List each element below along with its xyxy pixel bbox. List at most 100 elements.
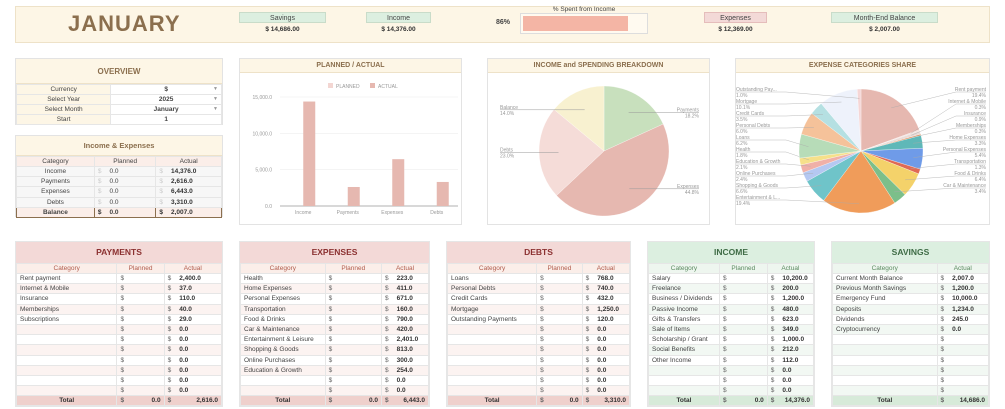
actual-cell[interactable]: $245.0 <box>936 313 990 325</box>
category-cell[interactable] <box>832 354 938 366</box>
category-cell[interactable]: Outstanding Payments <box>446 313 538 325</box>
bar-actual-income[interactable] <box>303 101 316 206</box>
category-cell[interactable]: Food & Drinks <box>240 313 326 325</box>
category-cell[interactable] <box>648 364 720 376</box>
pie-slice-rent-payment[interactable] <box>860 88 920 152</box>
actual-cell[interactable]: $0.0 <box>581 323 631 336</box>
actual-cell[interactable]: $420.0 <box>380 323 430 336</box>
category-cell[interactable] <box>446 323 538 336</box>
category-cell[interactable]: Dividends <box>832 313 938 325</box>
planned-cell[interactable]: $ <box>536 354 583 366</box>
actual-cell[interactable]: $160.0 <box>380 303 430 315</box>
actual-cell[interactable]: $3,310.0 <box>155 196 222 208</box>
category-cell[interactable] <box>240 374 326 387</box>
planned-cell[interactable]: $ <box>116 354 165 366</box>
planned-cell[interactable]: $ <box>718 364 768 376</box>
category-cell[interactable]: Home Expenses <box>240 283 326 295</box>
category-cell[interactable] <box>446 334 538 346</box>
actual-cell[interactable]: $0.0 <box>766 364 815 376</box>
actual-cell[interactable]: $0.0 <box>581 334 631 346</box>
actual-cell[interactable]: $411.0 <box>380 283 430 295</box>
category-cell[interactable]: Loans <box>446 272 538 285</box>
actual-cell[interactable]: $110.0 <box>163 293 223 305</box>
planned-cell[interactable]: $0.0 <box>93 206 157 218</box>
actual-cell[interactable]: $2,007.0 <box>155 206 222 218</box>
category-cell[interactable]: Online Purchases <box>240 354 326 366</box>
actual-cell[interactable]: $0.0 <box>163 385 223 397</box>
actual-cell[interactable]: $0.0 <box>581 385 631 397</box>
planned-cell[interactable]: $ <box>324 323 382 336</box>
category-cell[interactable]: Gifts & Transfers <box>648 313 720 325</box>
actual-cell[interactable]: $2,400.0 <box>163 272 223 285</box>
actual-cell[interactable]: $0.0 <box>163 364 223 376</box>
category-cell[interactable]: Personal Debts <box>446 283 538 295</box>
category-cell[interactable]: Credit Cards <box>446 293 538 305</box>
planned-cell[interactable]: $0.0 <box>93 186 157 198</box>
planned-cell[interactable]: $ <box>718 313 768 325</box>
planned-cell[interactable]: $ <box>116 374 165 387</box>
category-cell[interactable] <box>15 364 118 376</box>
category-cell[interactable] <box>832 364 938 376</box>
planned-cell[interactable]: $ <box>718 334 768 346</box>
category-cell[interactable] <box>832 374 938 387</box>
planned-cell[interactable]: $ <box>536 293 583 305</box>
actual-cell[interactable]: $790.0 <box>380 313 430 325</box>
category-cell[interactable]: Business / Dividends <box>648 293 720 305</box>
category-cell[interactable] <box>832 344 938 356</box>
planned-cell[interactable]: $ <box>324 293 382 305</box>
category-cell[interactable] <box>15 385 118 397</box>
actual-cell[interactable]: $ <box>936 334 990 346</box>
start-input[interactable]: 1 <box>110 114 222 125</box>
planned-cell[interactable]: $ <box>718 272 768 285</box>
planned-cell[interactable]: $ <box>324 283 382 295</box>
category-cell[interactable] <box>446 374 538 387</box>
category-cell[interactable]: Insurance <box>15 293 118 305</box>
planned-cell[interactable]: $ <box>718 293 768 305</box>
actual-cell[interactable]: $1,200.0 <box>766 293 815 305</box>
legend-label[interactable]: PLANNED <box>336 84 360 90</box>
category-cell[interactable] <box>446 354 538 366</box>
category-cell[interactable] <box>648 385 720 397</box>
actual-cell[interactable]: $ <box>936 364 990 376</box>
actual-cell[interactable]: $432.0 <box>581 293 631 305</box>
planned-cell[interactable]: $ <box>324 385 382 397</box>
category-cell[interactable]: Transportation <box>240 303 326 315</box>
category-cell[interactable] <box>832 334 938 346</box>
pie-slice-debts[interactable] <box>538 109 605 196</box>
actual-cell[interactable]: $1,000.0 <box>766 334 815 346</box>
planned-cell[interactable]: $0.0 <box>93 165 157 178</box>
planned-cell[interactable]: $ <box>536 272 583 285</box>
actual-cell[interactable]: $768.0 <box>581 272 631 285</box>
actual-cell[interactable]: $ <box>936 354 990 366</box>
actual-cell[interactable]: $349.0 <box>766 323 815 336</box>
actual-cell[interactable]: $10,200.0 <box>766 272 815 285</box>
category-cell[interactable]: Scholarship / Grant <box>648 334 720 346</box>
category-cell[interactable]: Sale of Items <box>648 323 720 336</box>
category-cell[interactable]: Salary <box>648 272 720 285</box>
actual-cell[interactable]: $112.0 <box>766 354 815 366</box>
currency-select[interactable]: $ ▼ <box>110 84 222 95</box>
category-cell[interactable]: Previous Month Savings <box>832 283 938 295</box>
planned-cell[interactable]: $ <box>324 344 382 356</box>
category-cell[interactable]: Social Benefits <box>648 344 720 356</box>
category-cell[interactable] <box>15 323 118 336</box>
category-cell[interactable]: Current Month Balance <box>832 272 938 285</box>
planned-cell[interactable]: $ <box>536 283 583 295</box>
actual-cell[interactable]: $40.0 <box>163 303 223 315</box>
actual-cell[interactable]: $10,000.0 <box>936 293 990 305</box>
category-cell[interactable]: Cryptocurrency <box>832 323 938 336</box>
category-cell[interactable] <box>446 364 538 376</box>
actual-cell[interactable]: $300.0 <box>380 354 430 366</box>
actual-cell[interactable]: $14,376.0 <box>155 165 222 178</box>
actual-cell[interactable]: $0.0 <box>163 323 223 336</box>
planned-cell[interactable]: $ <box>324 364 382 376</box>
actual-cell[interactable]: $0.0 <box>163 334 223 346</box>
planned-cell[interactable]: $ <box>536 323 583 336</box>
planned-cell[interactable]: $ <box>116 303 165 315</box>
planned-cell[interactable]: $ <box>324 354 382 366</box>
actual-cell[interactable]: $2,616.0 <box>155 176 222 188</box>
actual-cell[interactable]: $212.0 <box>766 344 815 356</box>
actual-cell[interactable]: $0.0 <box>766 385 815 397</box>
actual-cell[interactable]: $254.0 <box>380 364 430 376</box>
category-cell[interactable] <box>15 334 118 346</box>
